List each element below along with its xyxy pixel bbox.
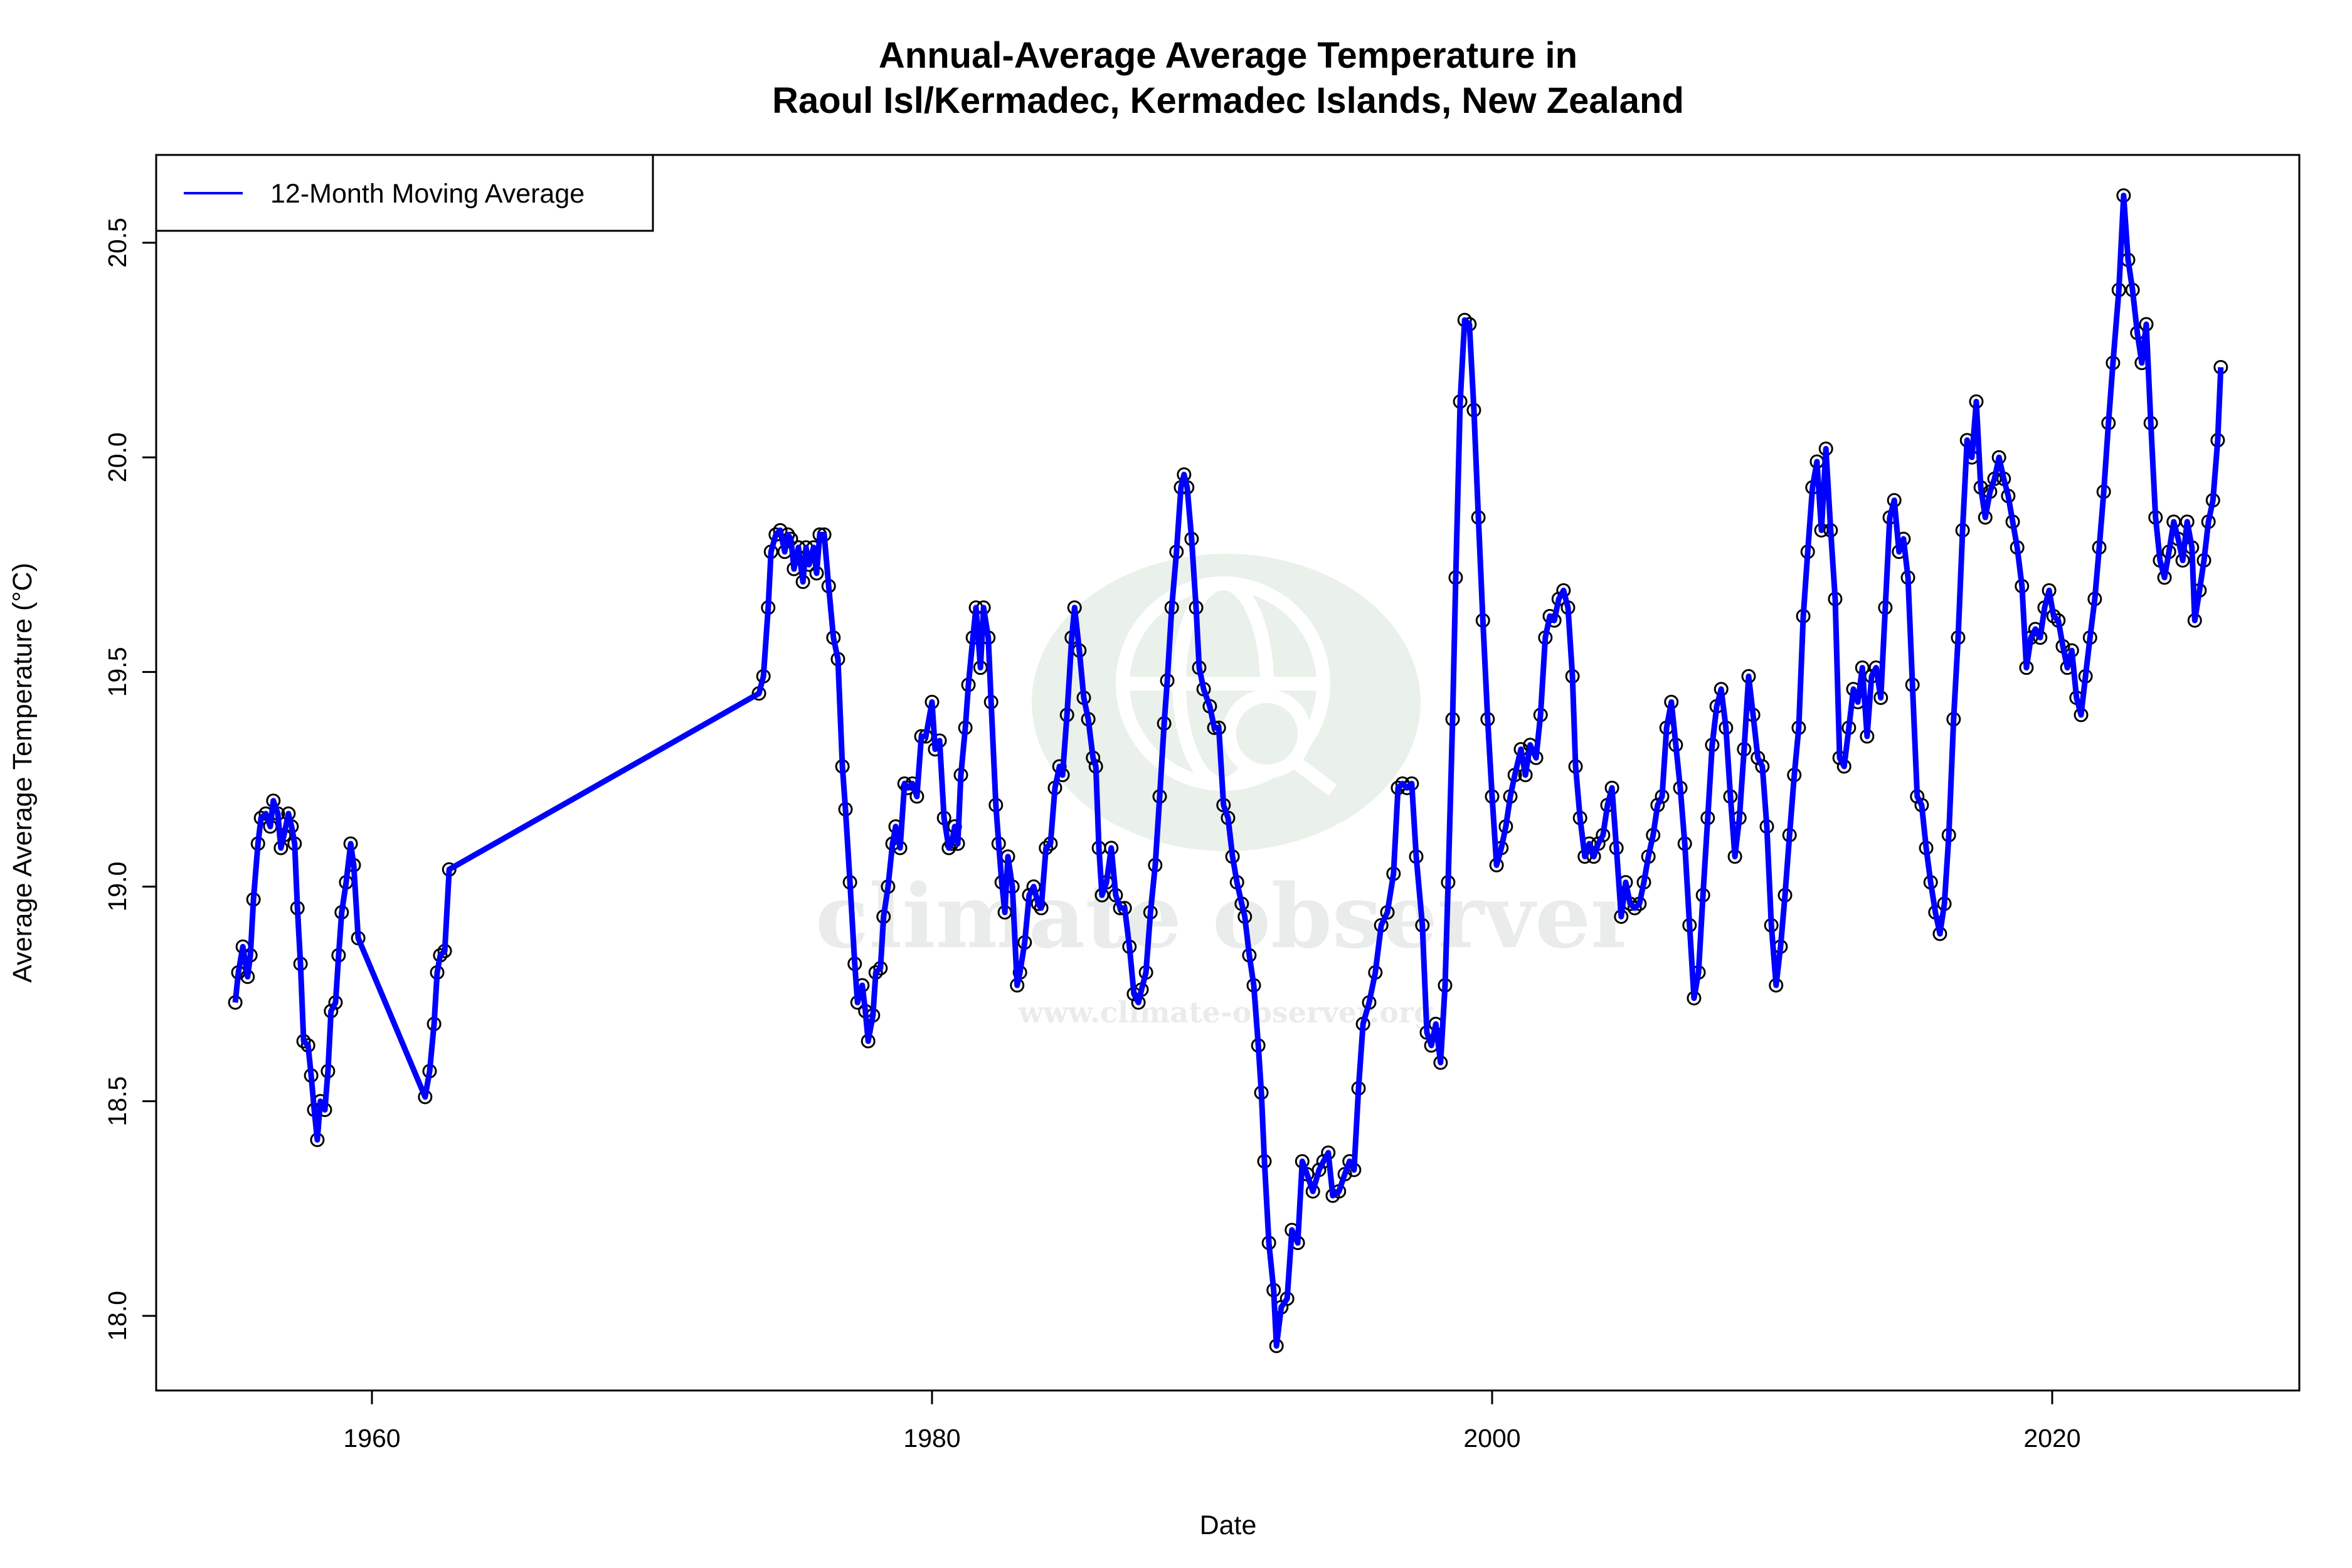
x-axis-label: Date [1200,1510,1257,1540]
chart-title: Annual-Average Average Temperature in [879,35,1577,76]
y-tick-label: 20.5 [103,218,132,268]
watermark-logo: climate observer www.climate-observer.or… [815,554,1638,1029]
series-line [232,193,2224,1349]
y-axis: 18.0 18.5 19.0 19.5 20.0 20.5 [103,218,157,1341]
x-tick-label: 1960 [343,1424,400,1453]
x-tick-label: 1980 [903,1424,960,1453]
y-tick-label: 19.5 [103,647,132,697]
chart-subtitle: Raoul Isl/Kermadec, Kermadec Islands, Ne… [772,80,1684,121]
y-axis-label: Average Average Temperature (°C) [8,563,38,983]
data-marks [228,188,2228,1353]
x-tick-label: 2000 [1463,1424,1520,1453]
x-axis: 1960 1980 2000 2020 [343,1389,2081,1453]
x-tick-label: 2020 [2023,1424,2080,1453]
globe-search-icon [1116,576,1337,796]
y-tick-label: 20.0 [103,432,132,482]
y-tick-label: 18.0 [103,1291,132,1341]
y-tick-label: 19.0 [103,862,132,912]
y-tick-label: 18.5 [103,1076,132,1126]
watermark-name: climate observer [815,866,1638,968]
data-point [1627,901,1642,916]
legend: 12-Month Moving Average [155,154,654,232]
legend-entry: 12-Month Moving Average [270,179,585,209]
